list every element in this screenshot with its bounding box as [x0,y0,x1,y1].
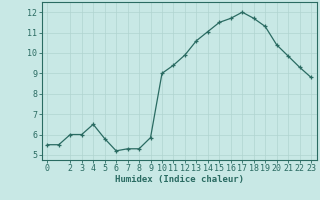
X-axis label: Humidex (Indice chaleur): Humidex (Indice chaleur) [115,175,244,184]
